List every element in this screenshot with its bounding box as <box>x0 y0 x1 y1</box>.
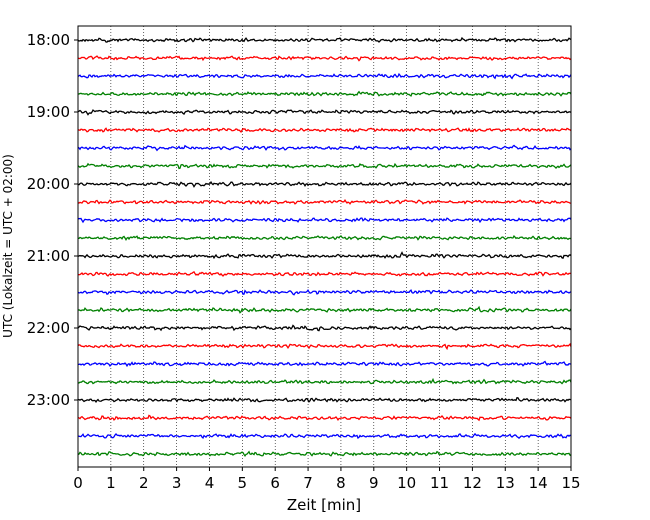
x-tick-label: 5 <box>238 474 248 492</box>
trace-line <box>77 270 572 277</box>
x-tick-label: 14 <box>529 474 548 492</box>
trace-line <box>77 36 572 43</box>
plot-frame <box>77 25 572 468</box>
traces <box>77 36 572 457</box>
trace-line <box>77 72 572 80</box>
trace-line <box>77 162 572 170</box>
trace-line <box>77 377 572 385</box>
x-tick-label: 15 <box>561 474 580 492</box>
y-tick-label: 20:00 <box>27 175 70 193</box>
x-axis-label: Zeit [min] <box>287 496 361 514</box>
x-tick-label: 7 <box>303 474 313 492</box>
trace-line <box>77 305 572 314</box>
trace-line <box>77 288 572 296</box>
y-tick-label: 22:00 <box>27 319 70 337</box>
x-tick-label: 0 <box>73 474 83 492</box>
trace-line <box>77 251 572 260</box>
trace-line <box>77 432 572 440</box>
trace-line <box>77 55 572 62</box>
trace-line <box>77 324 572 332</box>
x-tick-label: 2 <box>139 474 149 492</box>
trace-line <box>77 414 572 422</box>
x-tick-label: 3 <box>172 474 182 492</box>
y-axis-label: UTC (Lokalzeit = UTC + 02:00) <box>1 154 15 338</box>
x-tick-label: 12 <box>463 474 482 492</box>
trace-line <box>77 127 572 134</box>
trace-line <box>77 90 572 97</box>
x-tick-label: 11 <box>430 474 449 492</box>
y-tick-label: 18:00 <box>27 31 70 49</box>
trace-line <box>77 109 572 116</box>
x-tick-label: 6 <box>270 474 280 492</box>
trace-line <box>77 450 572 457</box>
y-tick-label: 19:00 <box>27 103 70 121</box>
x-tick-label: 13 <box>496 474 515 492</box>
x-axis: 0 1 2 3 4 5 6 7 8 9 10 11 12 13 14 15 <box>73 467 581 492</box>
trace-line <box>78 235 572 242</box>
x-tick-label: 9 <box>369 474 379 492</box>
x-tick-label: 10 <box>397 474 416 492</box>
trace-line <box>77 360 572 368</box>
trace-line <box>77 217 572 224</box>
x-tick-label: 1 <box>106 474 116 492</box>
trace-line <box>77 144 572 152</box>
trace-line <box>77 397 572 404</box>
trace-line <box>77 198 572 205</box>
x-tick-label: 8 <box>336 474 346 492</box>
y-tick-label: 23:00 <box>27 391 70 409</box>
trace-line <box>77 343 572 351</box>
x-tick-label: 4 <box>205 474 215 492</box>
trace-line <box>77 180 572 188</box>
y-axis: 18:00 19:00 20:00 21:00 22:00 23:00 <box>27 31 78 409</box>
y-tick-label: 21:00 <box>27 247 70 265</box>
